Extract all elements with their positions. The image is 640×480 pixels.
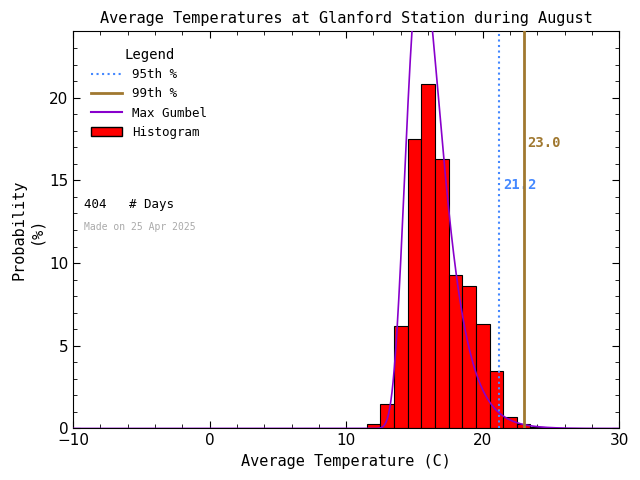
Title: Average Temperatures at Glanford Station during August: Average Temperatures at Glanford Station… [100, 11, 593, 26]
Bar [394, 326, 408, 429]
Bar [531, 427, 544, 429]
Bar [449, 275, 462, 429]
Bar [421, 84, 435, 429]
Bar [367, 423, 380, 429]
Bar [490, 371, 503, 429]
Y-axis label: Probability
(%): Probability (%) [11, 180, 44, 280]
Bar [503, 417, 517, 429]
Bar [476, 324, 490, 429]
Bar [517, 423, 531, 429]
Bar [462, 286, 476, 429]
Text: Made on 25 Apr 2025: Made on 25 Apr 2025 [84, 222, 196, 232]
Bar [380, 404, 394, 429]
Bar [435, 159, 449, 429]
Text: 23.0: 23.0 [528, 136, 561, 150]
Text: 21.2: 21.2 [503, 178, 537, 192]
Legend: 95th %, 99th %, Max Gumbel, Histogram: 95th %, 99th %, Max Gumbel, Histogram [85, 42, 214, 145]
Bar [408, 139, 421, 429]
Text: 404   # Days: 404 # Days [84, 198, 174, 211]
X-axis label: Average Temperature (C): Average Temperature (C) [241, 454, 451, 469]
